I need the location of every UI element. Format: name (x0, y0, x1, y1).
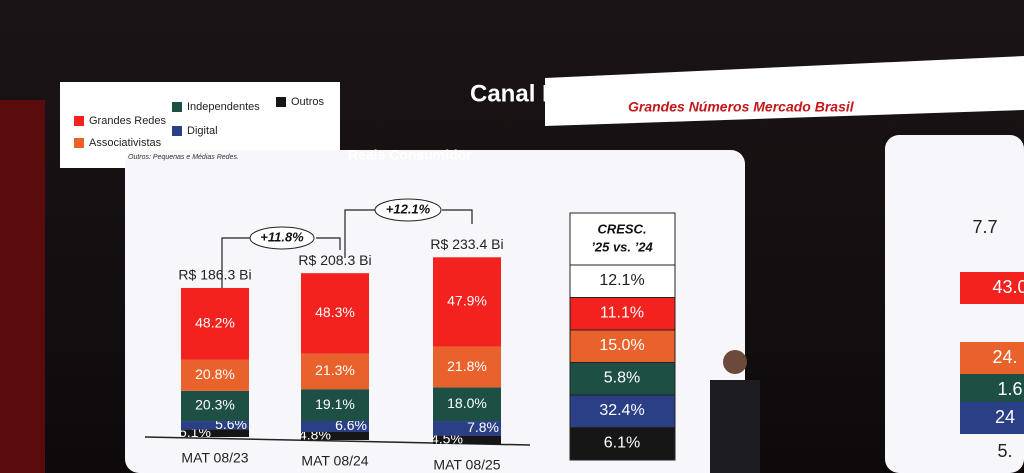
partial-segment (960, 342, 1024, 374)
partial-label: 24 (995, 407, 1015, 427)
presenter-head (723, 350, 747, 374)
bar-segment (301, 432, 369, 440)
segment-label: 20.3% (195, 397, 235, 413)
legend-swatch (172, 102, 182, 112)
segment-label: 20.8% (195, 366, 235, 382)
legend-label: Outros (291, 96, 325, 108)
partial-label: 43.0 (992, 277, 1024, 297)
total-label: R$ 233.4 Bi (430, 236, 503, 252)
legend-label: Associativistas (89, 137, 162, 149)
segment-label: 21.3% (315, 362, 355, 378)
table-header-text: CRESC. (597, 221, 646, 236)
table-value: 15.0% (599, 337, 644, 354)
table-cell (569, 297, 676, 331)
table-value: 11.1% (600, 305, 644, 322)
presenter (710, 380, 760, 473)
bar-segment (433, 257, 501, 347)
segment-label: 6.6% (335, 417, 367, 433)
section-label: Reais Consumidor (348, 147, 472, 163)
partial-label: 1.6 (997, 379, 1022, 399)
table-value: 32.4% (599, 402, 644, 419)
partial-segment (960, 402, 1024, 434)
table-cell (569, 362, 676, 396)
subtitle-band (545, 56, 1024, 126)
partial-label: 24. (992, 347, 1017, 367)
legend-label: Digital (187, 125, 218, 137)
segment-label: 21.8% (447, 358, 487, 374)
segment-label: 48.2% (195, 315, 235, 331)
bar-segment (433, 387, 501, 422)
bar-segment (181, 429, 249, 437)
bar-segment (181, 421, 249, 430)
segment-label: 18.0% (447, 395, 487, 411)
legend-swatch (172, 126, 182, 136)
bar-segment (181, 287, 249, 360)
segment-label: 19.1% (315, 396, 355, 412)
table-header-text: ’25 vs. ’24 (591, 239, 653, 254)
category-label: MAT 08/24 (301, 453, 368, 469)
table-value: 12.1% (599, 272, 644, 289)
bar-segment (433, 435, 501, 444)
segment-label: 48.3% (315, 304, 355, 320)
total-label: R$ 208.3 Bi (298, 252, 371, 268)
bar-segment (181, 390, 249, 422)
legend-label: Grandes Redes (89, 115, 167, 127)
legend-note: Outros: Pequenas e Médias Redes. (128, 154, 239, 161)
side-wall (0, 100, 45, 473)
segment-label: 7.8% (467, 419, 499, 435)
table-value: 6.1% (604, 435, 640, 452)
bar-segment (433, 346, 501, 388)
bar-segment (301, 421, 369, 433)
table-header (569, 212, 676, 266)
bar-segment (181, 359, 249, 391)
partial-label: 5. (997, 441, 1012, 461)
bar-segment (301, 353, 369, 390)
partial-label: 7.7 (972, 217, 997, 237)
growth-bubble (374, 198, 442, 222)
table-cell (569, 427, 676, 461)
subtitle: Grandes Números Mercado Brasil (628, 99, 855, 115)
bar-segment (301, 389, 369, 422)
growth-arrow (344, 209, 473, 258)
bar-segment (433, 421, 501, 436)
segment-label: 47.9% (447, 293, 487, 309)
category-label: MAT 08/25 (433, 457, 500, 473)
title: Canal Farmácia – Análise de Subc (470, 80, 859, 107)
total-label: R$ 186.3 Bi (178, 267, 251, 283)
table-cell (569, 264, 676, 298)
category-label: MAT 08/23 (181, 450, 248, 466)
legend-swatch (276, 97, 286, 107)
legend-label: Independentes (187, 101, 260, 113)
growth-bubble (249, 226, 315, 250)
table-value: 5.8% (604, 370, 640, 387)
growth-label: +11.8% (260, 229, 304, 244)
table-cell (569, 329, 676, 363)
bar-segment (301, 273, 369, 354)
table-cell (569, 394, 676, 428)
partial-segment (960, 374, 1024, 406)
growth-label: +12.1% (386, 201, 431, 216)
legend-swatch (74, 116, 84, 126)
growth-arrow (221, 237, 341, 295)
partial-segment (960, 272, 1024, 304)
legend-swatch (74, 138, 84, 148)
